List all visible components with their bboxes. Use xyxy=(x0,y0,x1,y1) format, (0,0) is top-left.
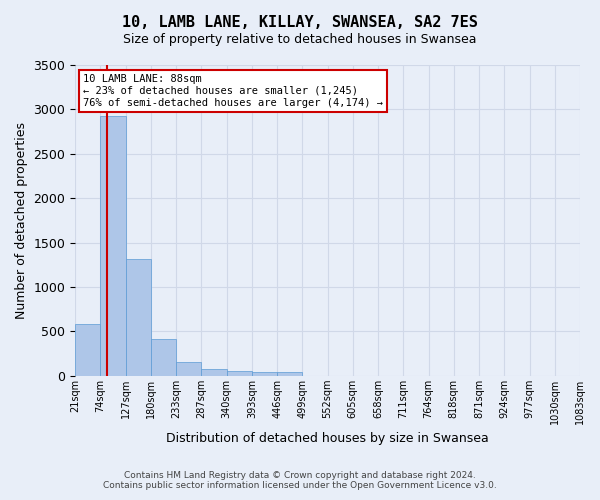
X-axis label: Distribution of detached houses by size in Swansea: Distribution of detached houses by size … xyxy=(166,432,489,445)
Bar xyxy=(227,371,252,376)
Bar xyxy=(125,260,151,376)
Bar xyxy=(176,362,202,376)
Text: Size of property relative to detached houses in Swansea: Size of property relative to detached ho… xyxy=(123,32,477,46)
Y-axis label: Number of detached properties: Number of detached properties xyxy=(15,122,28,319)
Text: 10 LAMB LANE: 88sqm
← 23% of detached houses are smaller (1,245)
76% of semi-det: 10 LAMB LANE: 88sqm ← 23% of detached ho… xyxy=(83,74,383,108)
Bar xyxy=(75,324,100,376)
Text: 10, LAMB LANE, KILLAY, SWANSEA, SA2 7ES: 10, LAMB LANE, KILLAY, SWANSEA, SA2 7ES xyxy=(122,15,478,30)
Bar xyxy=(151,339,176,376)
Bar xyxy=(202,368,227,376)
Text: Contains HM Land Registry data © Crown copyright and database right 2024.
Contai: Contains HM Land Registry data © Crown c… xyxy=(103,470,497,490)
Bar xyxy=(277,372,302,376)
Bar xyxy=(252,372,277,376)
Bar xyxy=(100,116,125,376)
